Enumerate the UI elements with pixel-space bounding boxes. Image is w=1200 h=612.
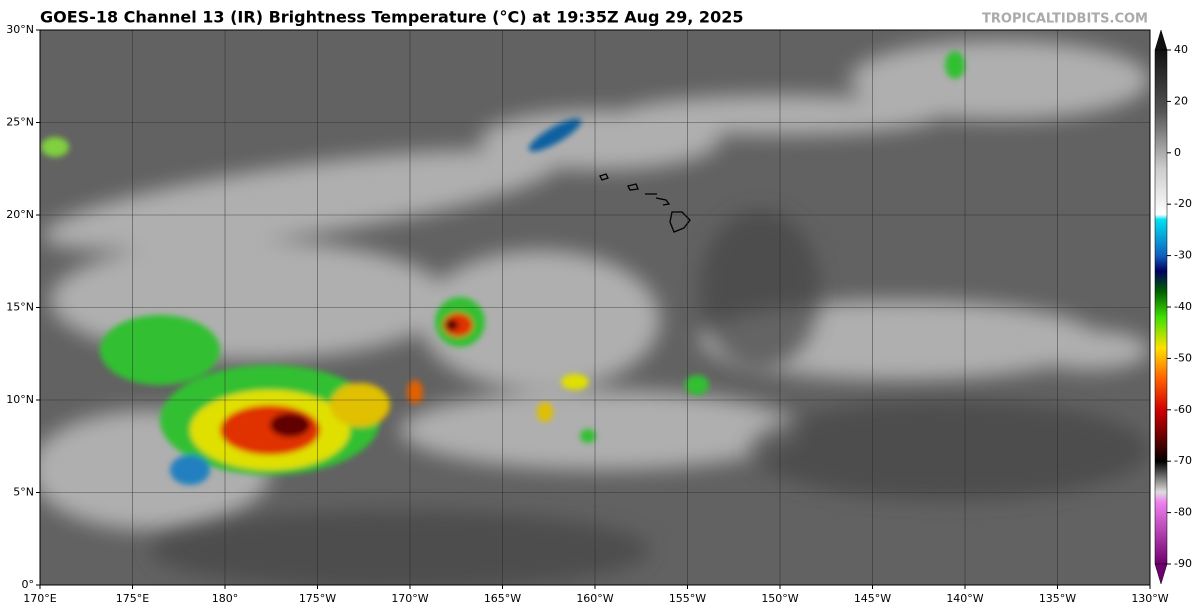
colorbar-tick-label: 20 xyxy=(1174,94,1188,107)
lon-label: 175°W xyxy=(299,592,336,605)
lon-label: 135°W xyxy=(1039,592,1076,605)
lon-label: 140°W xyxy=(946,592,983,605)
lat-label: 15°N xyxy=(6,301,34,314)
colorbar-tick-label: -60 xyxy=(1174,403,1192,416)
colorbar-tick-label: -70 xyxy=(1174,454,1192,467)
satellite-image xyxy=(40,30,1150,585)
colorbar-tick-label: -50 xyxy=(1174,351,1192,364)
colorbar-tick-label: -30 xyxy=(1174,249,1192,262)
lon-label: 170°E xyxy=(23,592,56,605)
lon-label: 175°E xyxy=(116,592,149,605)
colorbar: 40 20 0 -20 -30 -40 -50 -60 -70 -80 -90 xyxy=(1154,29,1192,585)
lat-label: 30°N xyxy=(6,23,34,36)
lon-label: 145°W xyxy=(854,592,891,605)
colorbar-tick-label: 40 xyxy=(1174,43,1188,56)
colorbar-tick-label: 0 xyxy=(1174,146,1181,159)
lon-label: 150°W xyxy=(761,592,798,605)
colorbar-tick-label: -90 xyxy=(1174,557,1192,570)
lon-label: 170°W xyxy=(391,592,428,605)
lat-label: 20°N xyxy=(6,208,34,221)
lat-label: 0° xyxy=(22,578,35,591)
lat-label: 10°N xyxy=(6,393,34,406)
title: GOES-18 Channel 13 (IR) Brightness Tempe… xyxy=(40,8,743,27)
lon-label: 155°W xyxy=(669,592,706,605)
lon-label: 180° xyxy=(212,592,239,605)
map-frame xyxy=(39,29,1151,586)
lon-label: 130°W xyxy=(1131,592,1168,605)
watermark: TROPICALTIDBITS.COM xyxy=(982,12,1148,27)
lon-label: 165°W xyxy=(484,592,521,605)
colorbar-tick-label: -40 xyxy=(1174,300,1192,313)
lat-label: 5°N xyxy=(13,486,34,499)
colorbar-tick-label: -20 xyxy=(1174,197,1192,210)
lon-label: 160°W xyxy=(576,592,613,605)
colorbar-tick-label: -80 xyxy=(1174,506,1192,519)
lat-label: 25°N xyxy=(6,116,34,129)
